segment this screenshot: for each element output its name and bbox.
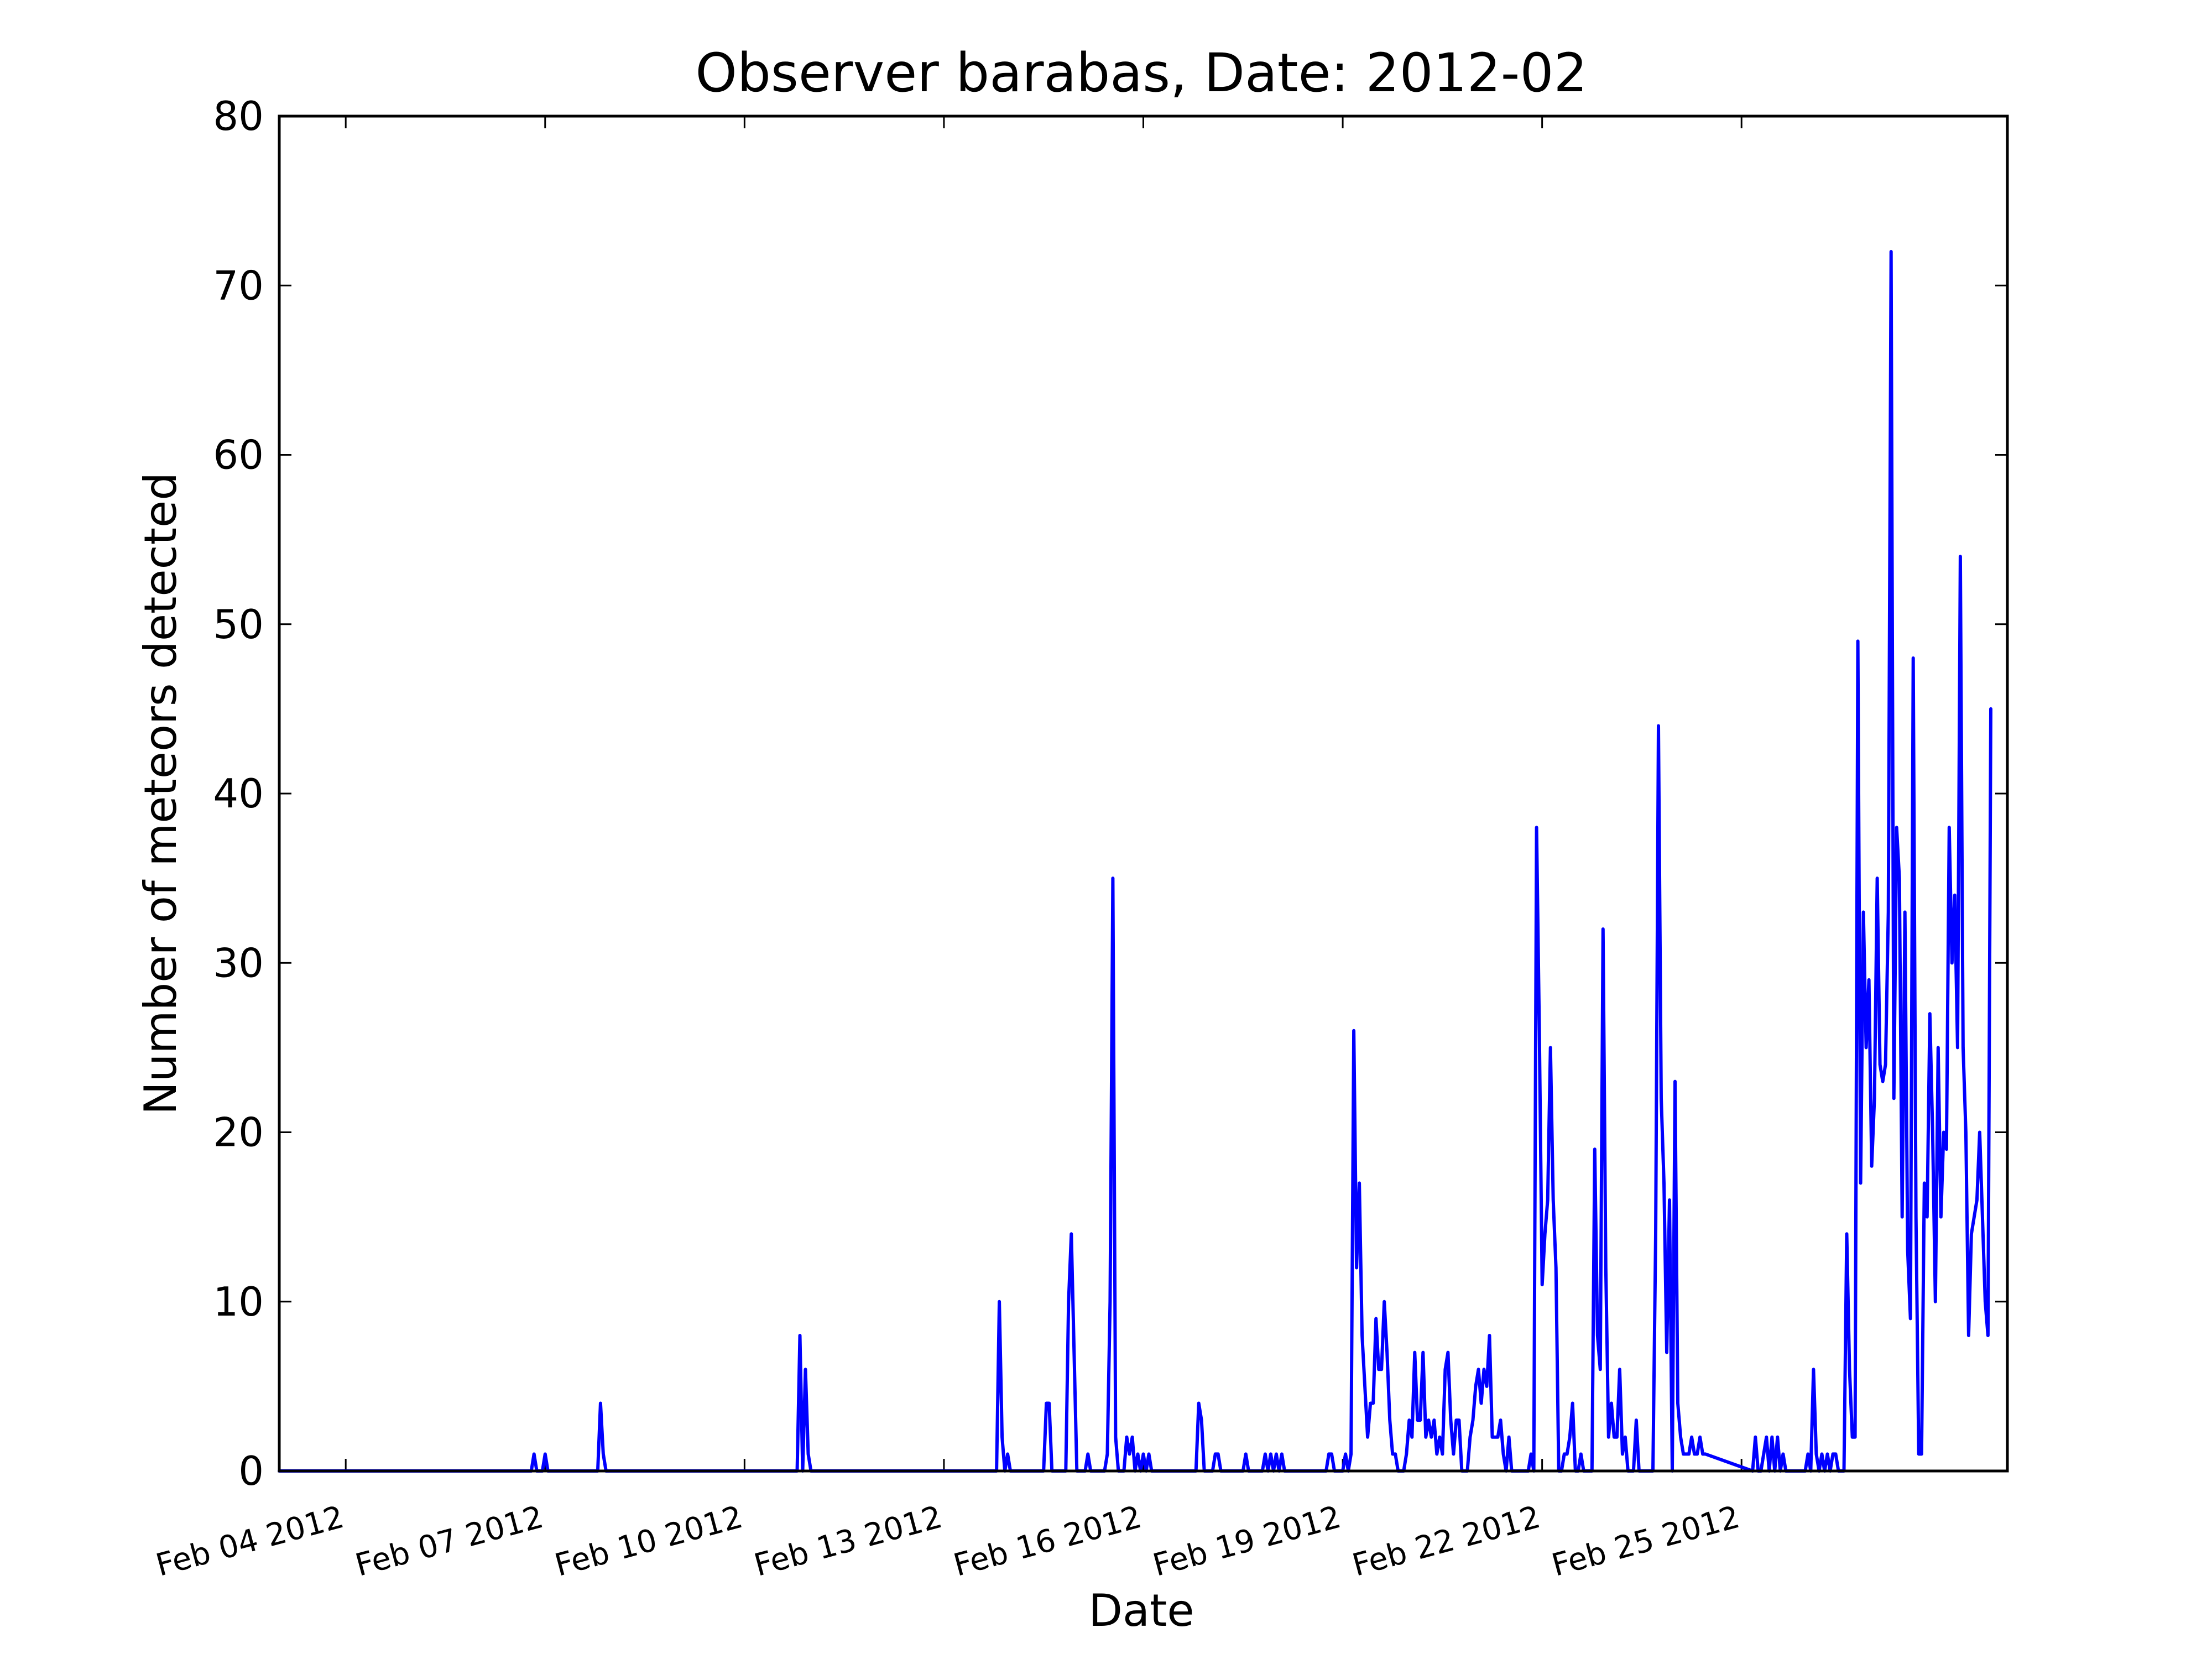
y-axis-ticks: 0 10 20 30 40 50 60 70 80 [213,93,2007,1494]
y-tick-label: 50 [213,601,264,648]
y-tick-label: 70 [213,262,264,309]
y-tick-label: 0 [238,1448,264,1494]
y-tick-label: 80 [213,93,264,139]
plot-frame [278,114,2009,1473]
y-tick-label: 10 [213,1279,264,1325]
y-tick-label: 20 [213,1109,264,1156]
series-layer [278,250,1992,1473]
y-axis-label: Number of meteors detected [135,472,186,1115]
series-line [278,250,1992,1473]
y-tick-label: 40 [213,770,264,817]
y-tick-label: 60 [213,432,264,478]
x-axis-label: Date [1088,1585,1194,1636]
y-tick-label: 30 [213,940,264,986]
chart-title: Observer barabas, Date: 2012-02 [695,42,1587,104]
